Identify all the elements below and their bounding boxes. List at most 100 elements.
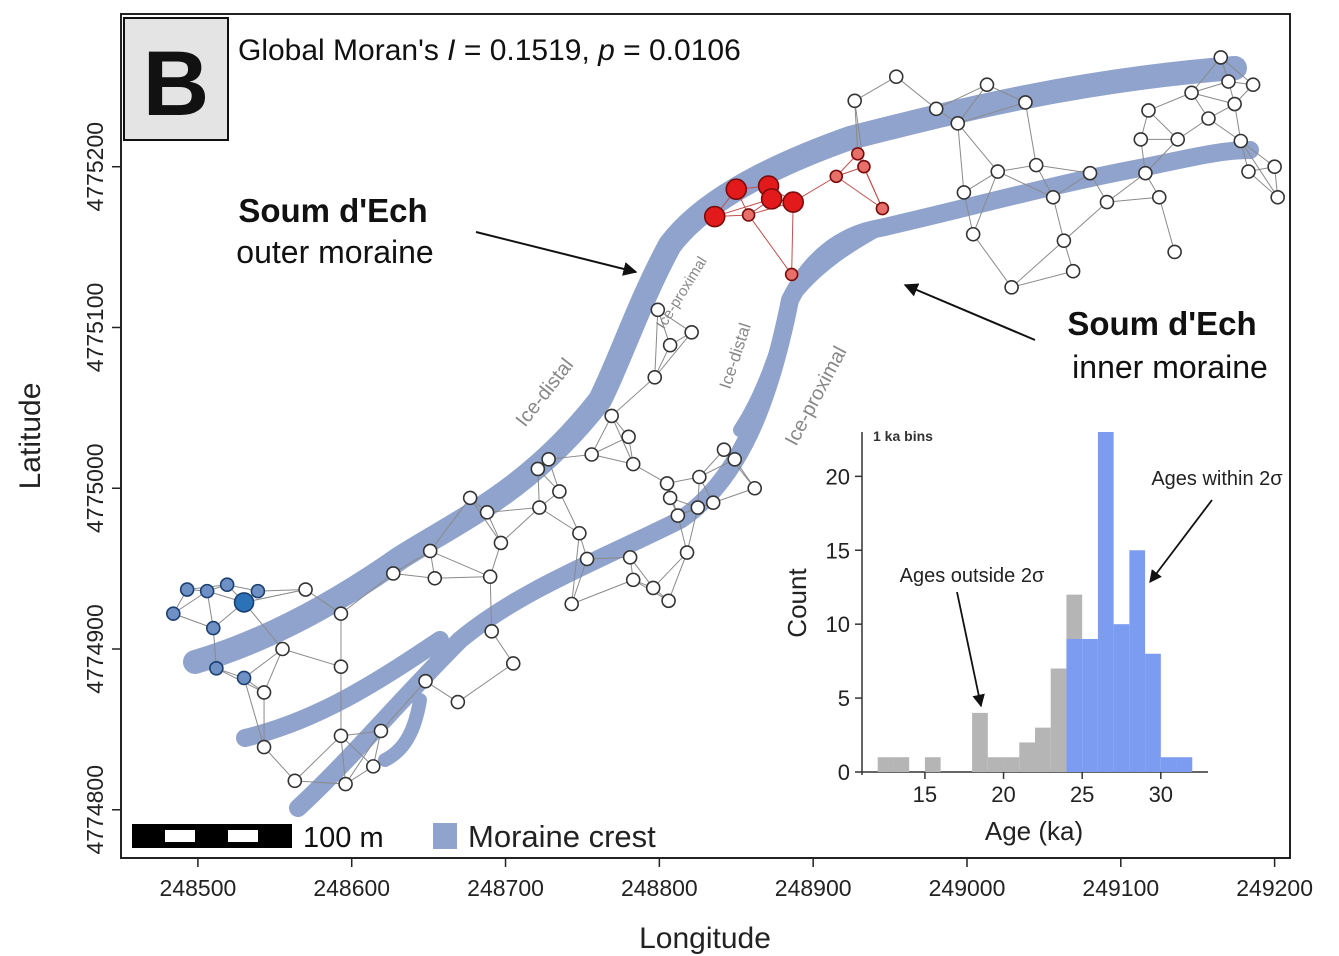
network-edge <box>611 376 656 417</box>
ages-within-arrow <box>1149 499 1213 584</box>
sample-point <box>250 583 266 599</box>
network-edge <box>282 648 342 668</box>
histogram-bar <box>1160 757 1177 772</box>
sample-point <box>199 583 215 599</box>
age-histogram-inset: 15 20 25 30 0 5 10 15 20 1 ka bins Age (ka) Cou… <box>782 428 1283 846</box>
sample-point <box>705 495 721 511</box>
x-tick-label: 248500 <box>160 875 237 901</box>
sample-point <box>670 508 686 523</box>
sample-point <box>965 226 981 242</box>
sample-point <box>1056 233 1072 248</box>
network-edge <box>972 171 999 235</box>
panel-label: B <box>143 33 209 135</box>
inset-x-tick-label: 20 <box>991 782 1015 807</box>
sample-point <box>1213 50 1229 65</box>
network-edge <box>489 576 493 632</box>
sample-point <box>760 188 783 210</box>
sample-point <box>1221 74 1236 89</box>
scale-bar <box>132 824 292 848</box>
network-edge <box>263 648 283 693</box>
network-edge <box>652 552 688 589</box>
sample-point <box>741 208 756 222</box>
inner-moraine-branch-1 <box>236 631 449 747</box>
sample-point <box>1227 96 1242 112</box>
histogram-bar <box>1035 727 1051 772</box>
sample-point <box>690 500 706 515</box>
sample-point <box>532 500 547 515</box>
inset-title: 1 ka bins <box>873 428 933 444</box>
sample-point <box>205 620 221 636</box>
sample-point <box>1099 194 1115 210</box>
network-edge <box>1106 172 1146 203</box>
network-edge <box>854 76 897 102</box>
network-edge <box>257 589 306 592</box>
histogram-bar <box>1129 550 1146 772</box>
sample-point <box>450 694 466 710</box>
network-edge <box>1052 197 1065 241</box>
network-edge <box>654 309 659 378</box>
network-edge <box>957 84 988 124</box>
sample-point <box>385 566 401 581</box>
sample-point <box>462 490 478 506</box>
sample-point <box>625 572 641 588</box>
histogram-bar <box>877 757 894 772</box>
sample-point <box>427 570 443 586</box>
network-edge <box>429 550 491 578</box>
network-edge <box>936 84 988 110</box>
x-tick-label: 248900 <box>775 875 852 901</box>
sample-point <box>287 773 303 789</box>
sample-point <box>338 776 353 792</box>
sample-point <box>847 93 863 109</box>
histogram-bar <box>1176 757 1193 772</box>
network-edge <box>243 589 306 603</box>
sample-point <box>493 535 509 551</box>
network-edge <box>340 573 394 615</box>
inner-moraine-arrow <box>903 283 1036 341</box>
sample-point <box>209 661 224 676</box>
network-edge <box>571 558 588 605</box>
network-edge <box>748 214 793 275</box>
sample-point <box>679 545 695 560</box>
network-edge <box>1148 92 1192 111</box>
network-edge <box>294 780 346 785</box>
sample-point <box>422 543 438 559</box>
sample-point <box>1018 95 1033 110</box>
outer-moraine-title: Soum d'Ech <box>238 192 427 229</box>
y-tick-label: 4775200 <box>82 122 108 212</box>
outer-moraine-arrow <box>475 231 638 276</box>
sample-point <box>1141 103 1156 118</box>
y-tick-label: 4774800 <box>82 765 108 855</box>
sample-point <box>956 185 972 200</box>
inset-x-tick-label: 25 <box>1070 782 1094 807</box>
network-edge <box>957 123 965 193</box>
network-edge <box>571 533 580 605</box>
sample-point <box>662 490 678 506</box>
sample-point <box>572 525 587 541</box>
network-edge <box>1106 196 1160 203</box>
y-axis-label: Latitude <box>14 383 47 490</box>
sample-point <box>1138 165 1153 181</box>
inset-x-tick-label: 30 <box>1149 782 1173 807</box>
sample-point <box>621 429 636 445</box>
sample-point <box>1170 132 1186 147</box>
network-edge <box>434 576 491 579</box>
sample-point <box>541 452 556 467</box>
sample-point <box>857 159 871 174</box>
moraine-crest-legend-swatch <box>433 823 457 849</box>
sample-point <box>727 452 743 467</box>
moraine-crest-legend-label: Moraine crest <box>468 819 656 854</box>
histogram-bar <box>1003 757 1020 772</box>
sample-point <box>622 550 638 565</box>
inset-y-tick-label: 15 <box>826 538 850 563</box>
histogram-bar <box>1082 638 1098 772</box>
sample-points <box>165 50 1285 792</box>
x-axis-label: Longitude <box>639 922 771 955</box>
sample-point <box>979 77 995 93</box>
sample-point <box>233 592 255 613</box>
sample-point <box>236 670 252 686</box>
sample-point <box>716 442 732 457</box>
sample-point <box>692 469 707 485</box>
sample-point <box>888 69 904 84</box>
sample-point <box>275 641 290 657</box>
